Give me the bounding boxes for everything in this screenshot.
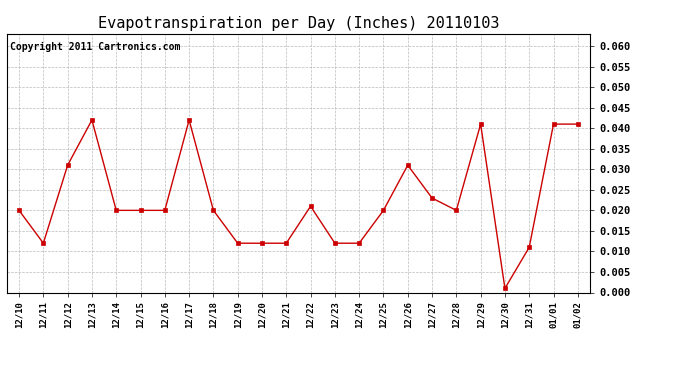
Title: Evapotranspiration per Day (Inches) 20110103: Evapotranspiration per Day (Inches) 2011…	[98, 16, 499, 31]
Text: Copyright 2011 Cartronics.com: Copyright 2011 Cartronics.com	[10, 42, 180, 51]
